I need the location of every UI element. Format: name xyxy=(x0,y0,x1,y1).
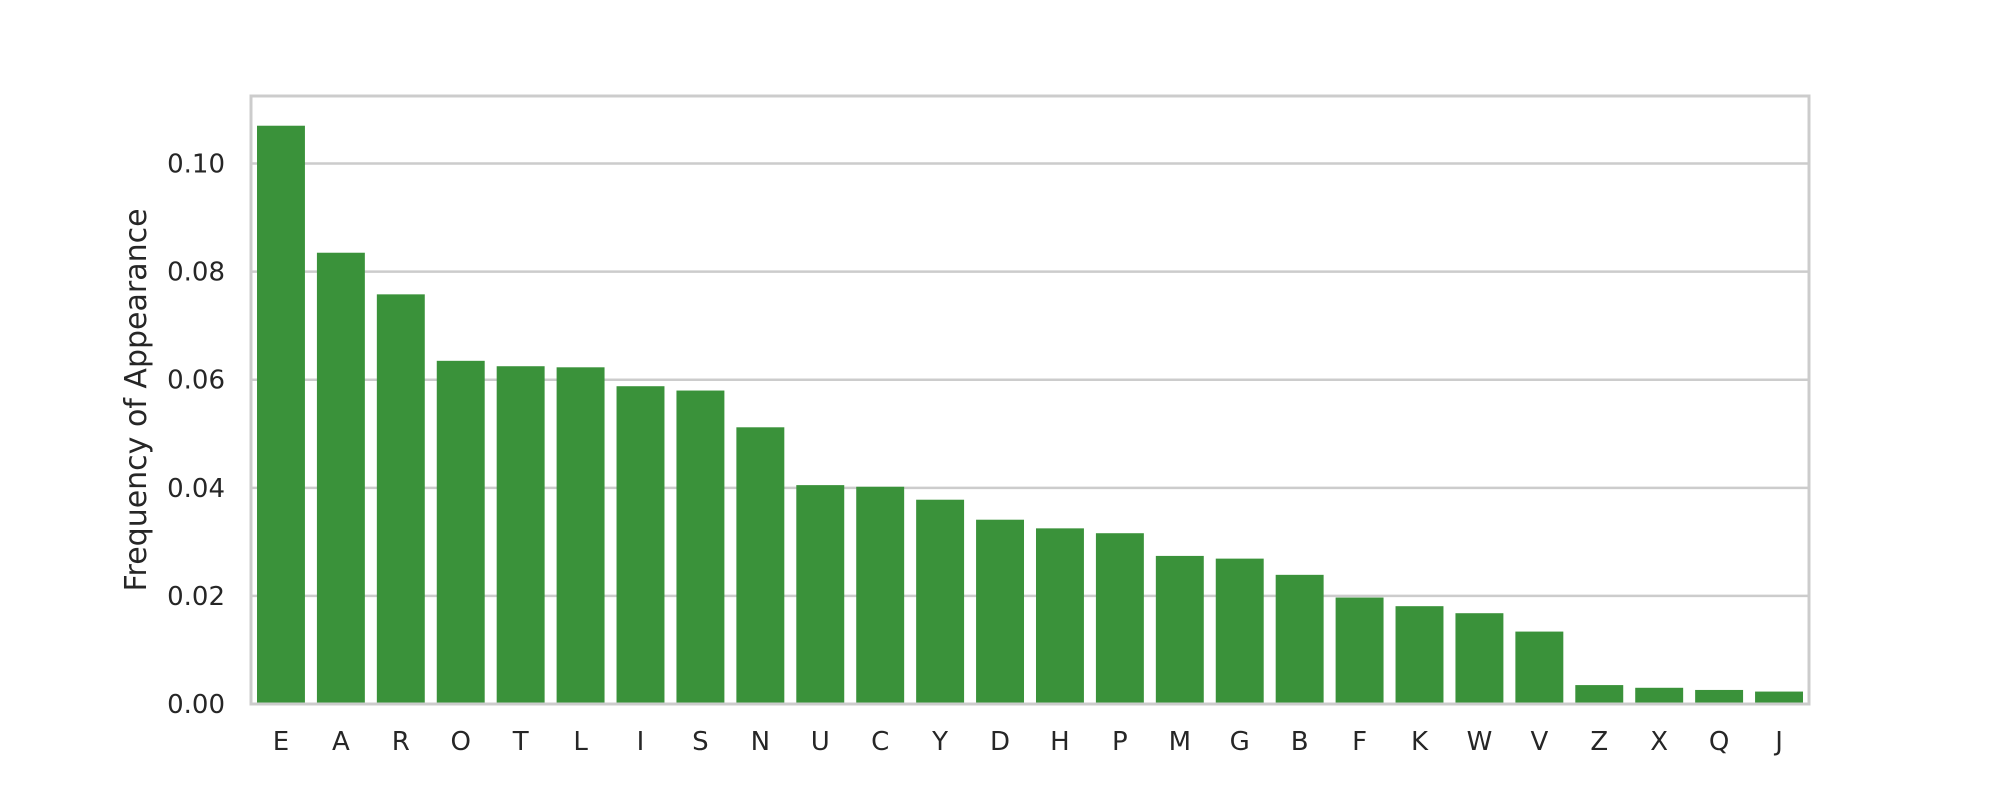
x-tick-label: V xyxy=(1530,727,1548,757)
x-tick-label: B xyxy=(1291,727,1309,757)
bar-o xyxy=(436,360,485,704)
plot-frame xyxy=(249,94,1811,706)
bar-g xyxy=(1215,558,1264,704)
bar-x xyxy=(1635,687,1684,704)
bar-u xyxy=(796,485,845,704)
x-tick-label: T xyxy=(512,727,529,757)
bar-m xyxy=(1155,555,1204,704)
x-tick-label: K xyxy=(1411,727,1429,757)
x-tick-label: A xyxy=(332,727,350,757)
x-tick-label: N xyxy=(751,727,770,757)
x-tick-label: E xyxy=(273,727,289,757)
x-tick-label: I xyxy=(637,727,645,757)
bar-a xyxy=(316,252,365,704)
x-tick-label: Q xyxy=(1709,727,1729,757)
x-tick-label: L xyxy=(573,727,588,757)
bar-e xyxy=(256,125,305,705)
x-tick-label: J xyxy=(1773,727,1783,757)
y-tick-label: 0.10 xyxy=(167,150,225,180)
bar-b xyxy=(1275,574,1324,704)
bar-l xyxy=(556,367,605,704)
x-tick-label: O xyxy=(450,727,470,757)
x-tick-label: Y xyxy=(931,727,948,757)
x-tick-label: F xyxy=(1352,727,1367,757)
bar-p xyxy=(1095,533,1144,704)
x-tick-label: U xyxy=(811,727,830,757)
y-tick-label: 0.06 xyxy=(167,366,225,396)
bar-v xyxy=(1515,631,1564,704)
x-tick-label: X xyxy=(1650,727,1668,757)
y-axis-title: Frequency of Appearance xyxy=(119,208,154,591)
bar-f xyxy=(1335,597,1384,704)
y-tick-label: 0.02 xyxy=(167,582,225,612)
bar-n xyxy=(736,427,785,704)
bar-r xyxy=(376,294,425,704)
bar-y xyxy=(916,499,965,704)
bar-j xyxy=(1755,691,1804,704)
y-tick-labels: 0.00 0.02 0.04 0.06 0.08 0.10 xyxy=(167,150,225,720)
bar-w xyxy=(1455,613,1504,704)
x-tick-label: G xyxy=(1230,727,1250,757)
x-tick-label: C xyxy=(871,727,889,757)
bar-s xyxy=(676,390,725,704)
bar-q xyxy=(1695,689,1744,704)
bar-k xyxy=(1395,606,1444,704)
bar-d xyxy=(976,519,1025,704)
x-tick-label: H xyxy=(1050,727,1070,757)
bar-c xyxy=(856,486,905,704)
x-tick-label: R xyxy=(392,727,410,757)
bars xyxy=(256,125,1804,705)
x-tick-label: P xyxy=(1112,727,1128,757)
x-tick-label: Z xyxy=(1590,727,1608,757)
x-tick-label: D xyxy=(990,727,1010,757)
bar-h xyxy=(1035,528,1084,704)
y-tick-label: 0.08 xyxy=(167,258,225,288)
x-tick-label: W xyxy=(1467,727,1493,757)
bar-i xyxy=(616,386,665,704)
y-tick-label: 0.04 xyxy=(167,474,225,504)
y-tick-label: 0.00 xyxy=(167,690,225,720)
x-tick-label: M xyxy=(1169,727,1191,757)
bar-t xyxy=(496,366,545,704)
bar-z xyxy=(1575,685,1624,704)
x-tick-label: S xyxy=(692,727,709,757)
